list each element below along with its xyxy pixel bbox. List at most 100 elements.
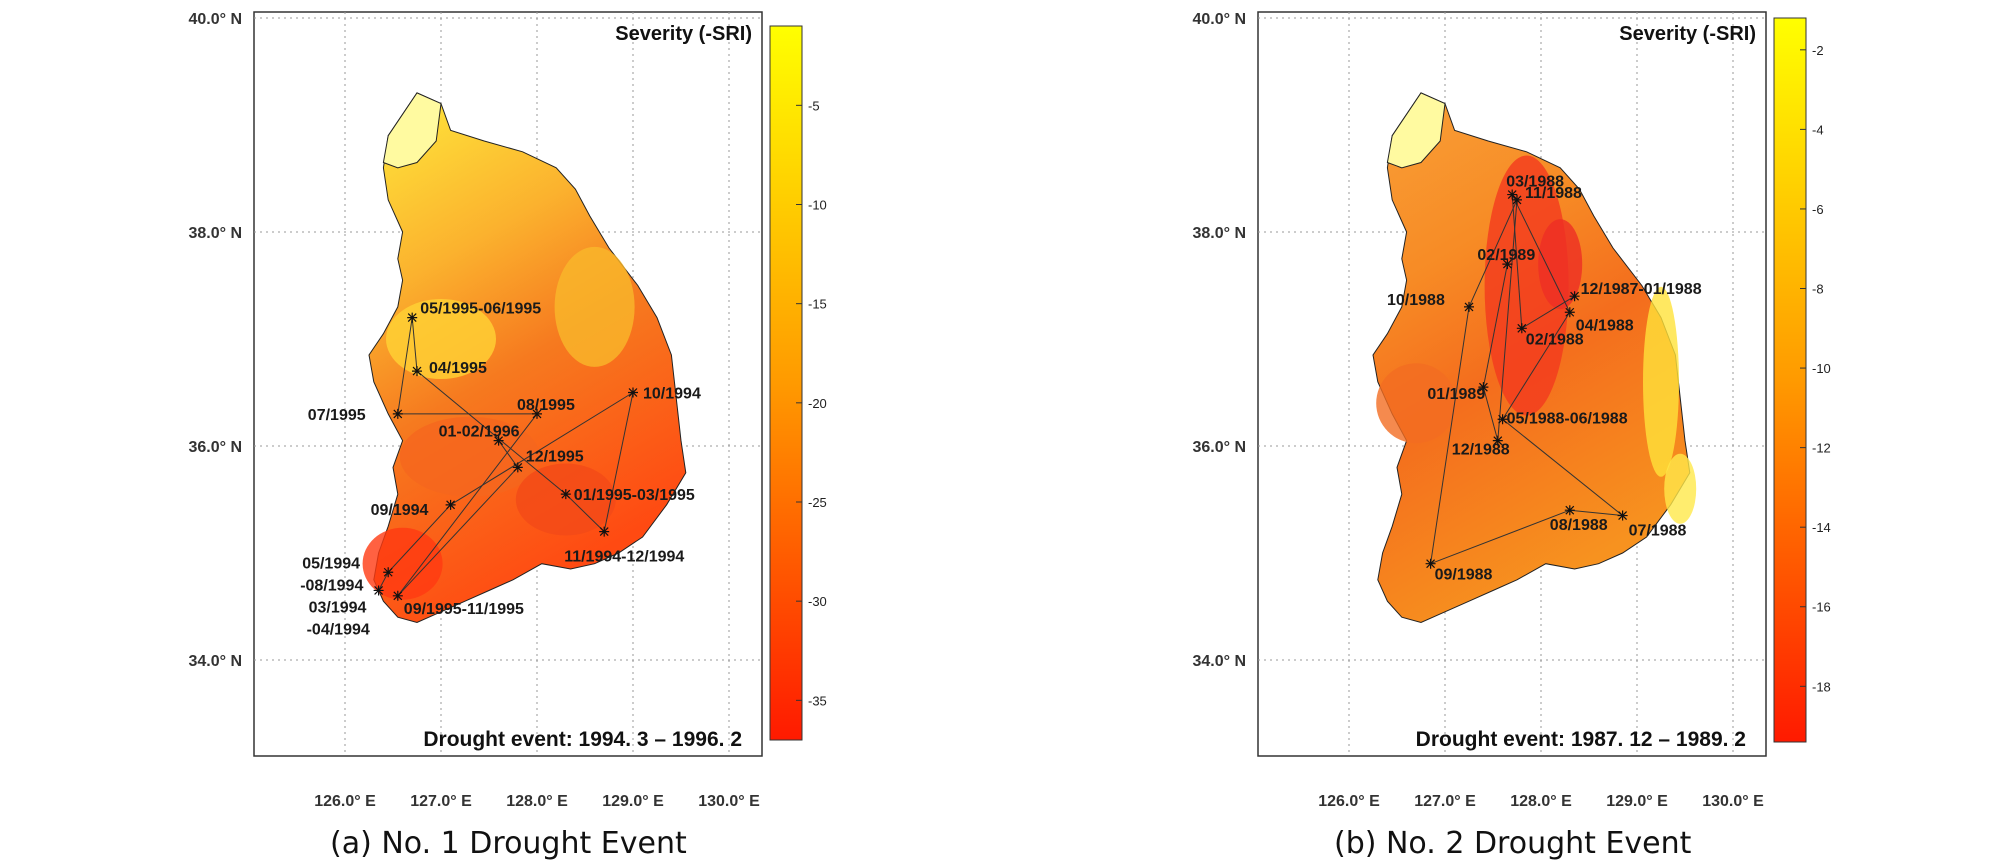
star-icon — [1564, 307, 1575, 318]
map-frame — [253, 11, 763, 757]
lon-label: 126.0° E — [1318, 793, 1380, 810]
event-label: 05/1988-06/1988 — [1507, 410, 1628, 427]
track-segment — [416, 370, 567, 495]
track-segment — [498, 440, 519, 468]
event-label: 12/1995 — [526, 448, 584, 465]
event-marker: 05/1994 -08/1994 — [300, 555, 394, 594]
event-label: 04/1988 — [1576, 317, 1634, 334]
colorbar-tick-label: -20 — [808, 396, 827, 411]
star-icon — [1617, 510, 1628, 521]
lon-label: 130.0° E — [1702, 793, 1764, 810]
event-period-text: Drought event: 1987. 12 – 1989. 2 — [1416, 728, 1746, 751]
event-label: 10/1988 — [1387, 292, 1445, 309]
track-segment — [397, 413, 538, 597]
event-label-cont: -04/1994 — [307, 621, 370, 638]
lon-label: 130.0° E — [698, 793, 760, 810]
track-segment — [1497, 199, 1518, 441]
event-label: 07/1995 — [308, 407, 366, 424]
event-label: 03/1988 — [1506, 174, 1564, 191]
event-label: 02/1989 — [1477, 247, 1535, 264]
event-marker: 01/1989 — [1427, 382, 1489, 403]
event-marker: 11/1994-12/1994 — [564, 526, 684, 566]
track-segment — [411, 317, 418, 372]
colorbar-tick-label: -25 — [808, 495, 827, 510]
lon-label: 128.0° E — [1510, 793, 1572, 810]
event-marker: 01-02/1996 — [439, 424, 520, 446]
event-marker: 12/1995 — [512, 448, 584, 473]
map-figure-b: 12/1987-01/1988 02/1988 03/1988 04/1988 05/1… — [1192, 11, 1831, 810]
severity-blob — [515, 463, 616, 536]
event-label: 12/1988 — [1452, 442, 1510, 459]
colorbar-tick-label: -16 — [1812, 600, 1831, 615]
drought-tracks — [378, 317, 634, 597]
severity-blob — [1376, 363, 1457, 444]
lon-tick-labels: 126.0° E 127.0° E 128.0° E 129.0° E 130.0° E — [1318, 793, 1764, 810]
event-period-text: Drought event: 1994. 3 – 1996. 2 — [423, 728, 742, 751]
event-marker: 05/1995-06/1995 — [407, 301, 541, 323]
event-label: 08/1988 — [1550, 517, 1608, 534]
event-marker: 10/1994 — [628, 386, 701, 403]
severity-blob — [1484, 155, 1569, 416]
low-severity-north — [382, 92, 442, 169]
event-marker: 08/1995 — [517, 397, 575, 419]
colorbar-tick-label: -2 — [1812, 43, 1824, 58]
lat-label: 38.0° N — [1192, 225, 1246, 242]
event-marker: 11/1988 — [1512, 185, 1582, 205]
drought-tracks — [1430, 194, 1623, 565]
event-label: 07/1988 — [1629, 523, 1687, 540]
event-label: 02/1988 — [1526, 331, 1584, 348]
event-label: 01/1995-03/1995 — [574, 487, 695, 504]
colorbar-tick-label: -14 — [1812, 520, 1831, 535]
star-icon — [532, 408, 542, 419]
legend-title: Severity (-SRI) — [615, 23, 752, 45]
track-segment — [1482, 264, 1508, 388]
lon-label: 127.0° E — [410, 793, 472, 810]
star-icon — [1569, 291, 1580, 302]
lat-tick-labels: 40.0° N 38.0° N 36.0° N 34.0° N — [188, 11, 242, 670]
lat-label: 34.0° N — [1192, 653, 1246, 670]
lon-label: 129.0° E — [602, 793, 664, 810]
lat-label: 38.0° N — [188, 225, 242, 242]
colorbar-tick-label: -35 — [808, 693, 827, 708]
event-marker: 09/1994 — [371, 499, 456, 519]
event-marker: 03/1994 -04/1994 — [307, 585, 384, 638]
event-label: 05/1995-06/1995 — [420, 301, 541, 318]
event-label: 04/1995 — [429, 360, 487, 377]
star-icon — [1512, 194, 1522, 205]
colorbar-tick-label: -15 — [808, 297, 827, 312]
star-icon — [599, 526, 610, 537]
event-marker: 10/1988 — [1387, 292, 1474, 312]
colorbar-tick-label: -5 — [808, 98, 820, 113]
event-marker: 07/1988 — [1617, 510, 1687, 540]
star-icon — [392, 590, 403, 601]
track-segment — [1511, 194, 1523, 329]
star-icon — [407, 312, 418, 323]
star-icon — [512, 462, 523, 473]
colorbar-tick-label: -30 — [808, 594, 827, 609]
severity-hotspots — [362, 246, 635, 600]
event-label: 10/1994 — [643, 386, 701, 403]
drought-events: 12/1987-01/1988 02/1988 03/1988 04/1988 05/1… — [1387, 174, 1702, 584]
event-label: 08/1995 — [517, 397, 575, 414]
lon-label: 126.0° E — [314, 793, 376, 810]
lat-label: 34.0° N — [188, 653, 242, 670]
track-segment — [1482, 387, 1499, 441]
track-segment — [378, 572, 389, 591]
severity-blob — [399, 416, 540, 497]
event-label: 09/1988 — [1435, 567, 1493, 584]
colorbar-ticks: -2 -4 -6 -8 -10 -12 -14 -16 -18 — [1800, 43, 1831, 694]
track-segment — [1502, 311, 1571, 420]
severity-blob — [1538, 219, 1583, 310]
severity-hotspots — [1376, 155, 1697, 524]
track-segment — [1430, 306, 1470, 564]
event-marker: 07/1995 — [308, 407, 403, 424]
colorbar-tick-label: -10 — [808, 198, 827, 213]
lon-tick-labels: 126.0° E 127.0° E 128.0° E 129.0° E 130.0° E — [314, 793, 760, 810]
track-segment — [397, 467, 519, 597]
severity-blob — [554, 246, 635, 367]
track-segment — [1511, 194, 1571, 313]
event-marker: 01/1995-03/1995 — [560, 487, 695, 504]
lat-label: 36.0° N — [1192, 439, 1246, 456]
event-label: 01/1989 — [1427, 386, 1485, 403]
colorbar-tick-label: -10 — [1812, 361, 1831, 376]
